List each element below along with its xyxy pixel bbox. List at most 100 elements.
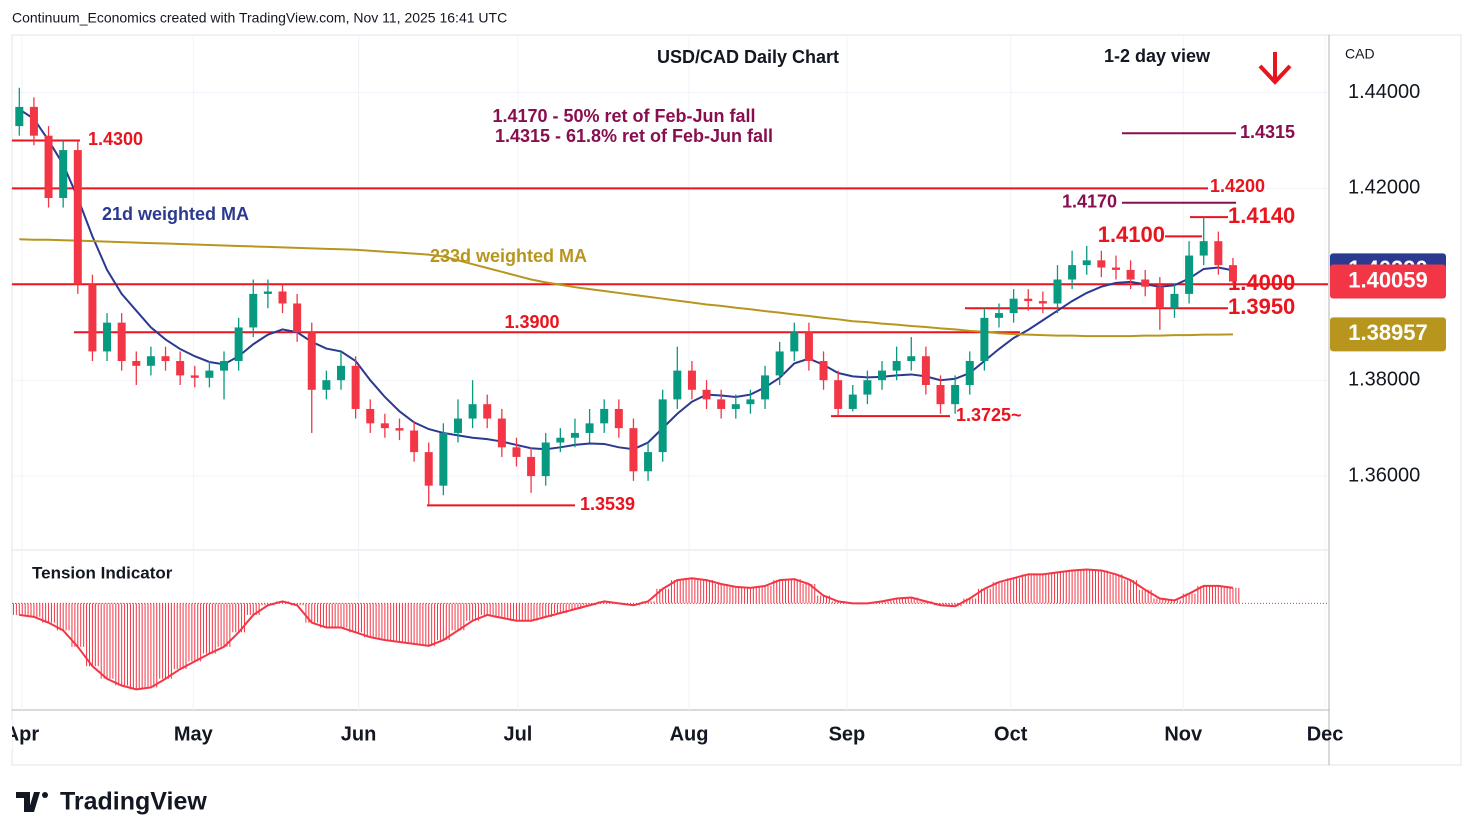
series-label: 233d weighted MA (430, 246, 587, 266)
candle-body (834, 380, 843, 409)
x-tick-label: Nov (1164, 723, 1203, 745)
candle-body (351, 365, 360, 409)
level-label: 1.4300 (88, 129, 143, 149)
level-label: 1.4100 (1098, 222, 1165, 247)
candle-body (73, 150, 82, 285)
candle-body (220, 361, 229, 371)
candle-body (1170, 293, 1179, 309)
candle-body (921, 356, 930, 385)
candle-body (453, 418, 462, 433)
candle-body (717, 399, 726, 409)
candle-body (1126, 269, 1135, 280)
level-label: 1.3725~ (956, 405, 1022, 425)
candle-body (1155, 286, 1164, 309)
candle-body (15, 106, 24, 127)
candle-body (1082, 260, 1091, 266)
candle-body (687, 370, 696, 390)
candle-body (819, 361, 828, 381)
x-tick-label: Dec (1307, 723, 1344, 745)
candle-body (570, 432, 579, 438)
candle-body (88, 284, 97, 352)
header: Continuum_Economics created with Trading… (12, 10, 507, 26)
candle-body (804, 332, 813, 362)
x-tick-label: Apr (5, 723, 40, 745)
level-label: 1.3539 (580, 494, 635, 514)
ma-line (18, 108, 1234, 451)
candle-body (951, 384, 960, 405)
candle-body (1185, 255, 1194, 294)
axis-mask (0, 720, 12, 750)
brand-logo (16, 792, 48, 812)
candle-body (1068, 265, 1077, 280)
candle-body (629, 428, 638, 472)
candle-body (995, 313, 1003, 318)
candle-body (863, 380, 872, 395)
candle-body (234, 327, 243, 362)
x-tick-label: Aug (670, 723, 709, 745)
candle-body (527, 456, 536, 477)
candle-body (644, 452, 653, 472)
candle-body (380, 423, 389, 429)
candle-body (410, 430, 419, 453)
frame (11, 34, 1462, 766)
y-tick-label: 1.36000 (1348, 464, 1420, 486)
candle-body (176, 361, 185, 376)
candle-body (907, 356, 916, 362)
price-tag (1330, 317, 1446, 352)
candle-body (468, 404, 477, 419)
candle-body (263, 291, 272, 294)
price-tag (1330, 264, 1446, 299)
candle-body (585, 423, 594, 433)
candle-body (1024, 298, 1033, 302)
candle-body (1141, 279, 1150, 287)
candle-body (775, 351, 784, 376)
ma-line (19, 238, 1233, 338)
candle-body (132, 361, 141, 366)
x-tick-label: Jul (503, 723, 532, 745)
candle-body (29, 106, 38, 136)
y-tick-label: 1.44000 (1348, 81, 1420, 103)
price-tag-label: 1.38957 (1348, 320, 1428, 345)
candle-body (761, 375, 770, 400)
level-label: 1.4170 (1062, 192, 1117, 212)
candle-body (146, 356, 155, 366)
brand: TradingView (60, 788, 207, 816)
candle-body (878, 370, 887, 381)
y-tick-label: 1.42000 (1348, 177, 1420, 199)
candle-body (1214, 241, 1223, 266)
candle-body (702, 389, 711, 400)
candle-body (366, 408, 375, 424)
x-tick-label: Oct (994, 723, 1028, 745)
candle-body (44, 135, 53, 199)
candle-body (424, 452, 433, 486)
price-tag-label: 1.40059 (1348, 267, 1428, 292)
panel-title: Tension Indicator (32, 563, 173, 582)
x-tick-label: Jun (341, 723, 377, 745)
level-label: 1.3900 (504, 312, 559, 332)
candle-body (1111, 267, 1120, 270)
candle-body (395, 428, 404, 431)
candle-body (117, 322, 126, 362)
candle-body (483, 404, 492, 419)
candle-body (439, 432, 448, 486)
candle-body (731, 404, 740, 409)
candle-body (190, 375, 199, 378)
candle-body (936, 384, 945, 405)
down-arrow (1258, 52, 1292, 85)
candle-body (614, 408, 623, 429)
candle-body (541, 442, 550, 477)
candle-body (293, 303, 302, 333)
level-label: 1.4000 (1228, 270, 1295, 295)
x-tick-label: May (174, 723, 214, 745)
candle-body (658, 399, 667, 453)
subtitle: 1-2 day view (1104, 46, 1211, 66)
series-label: 21d weighted MA (102, 204, 249, 224)
candle-body (746, 399, 755, 405)
y-tick-label: 1.38000 (1348, 368, 1420, 390)
level-label: 1.4140 (1228, 203, 1295, 228)
candle-body (103, 322, 112, 352)
candle-body (59, 150, 68, 199)
candle-body (965, 361, 974, 385)
level-label: 1.4315 (1240, 122, 1295, 142)
plot: 1.440001.420001.400001.380001.36000AprMa… (5, 81, 1421, 745)
